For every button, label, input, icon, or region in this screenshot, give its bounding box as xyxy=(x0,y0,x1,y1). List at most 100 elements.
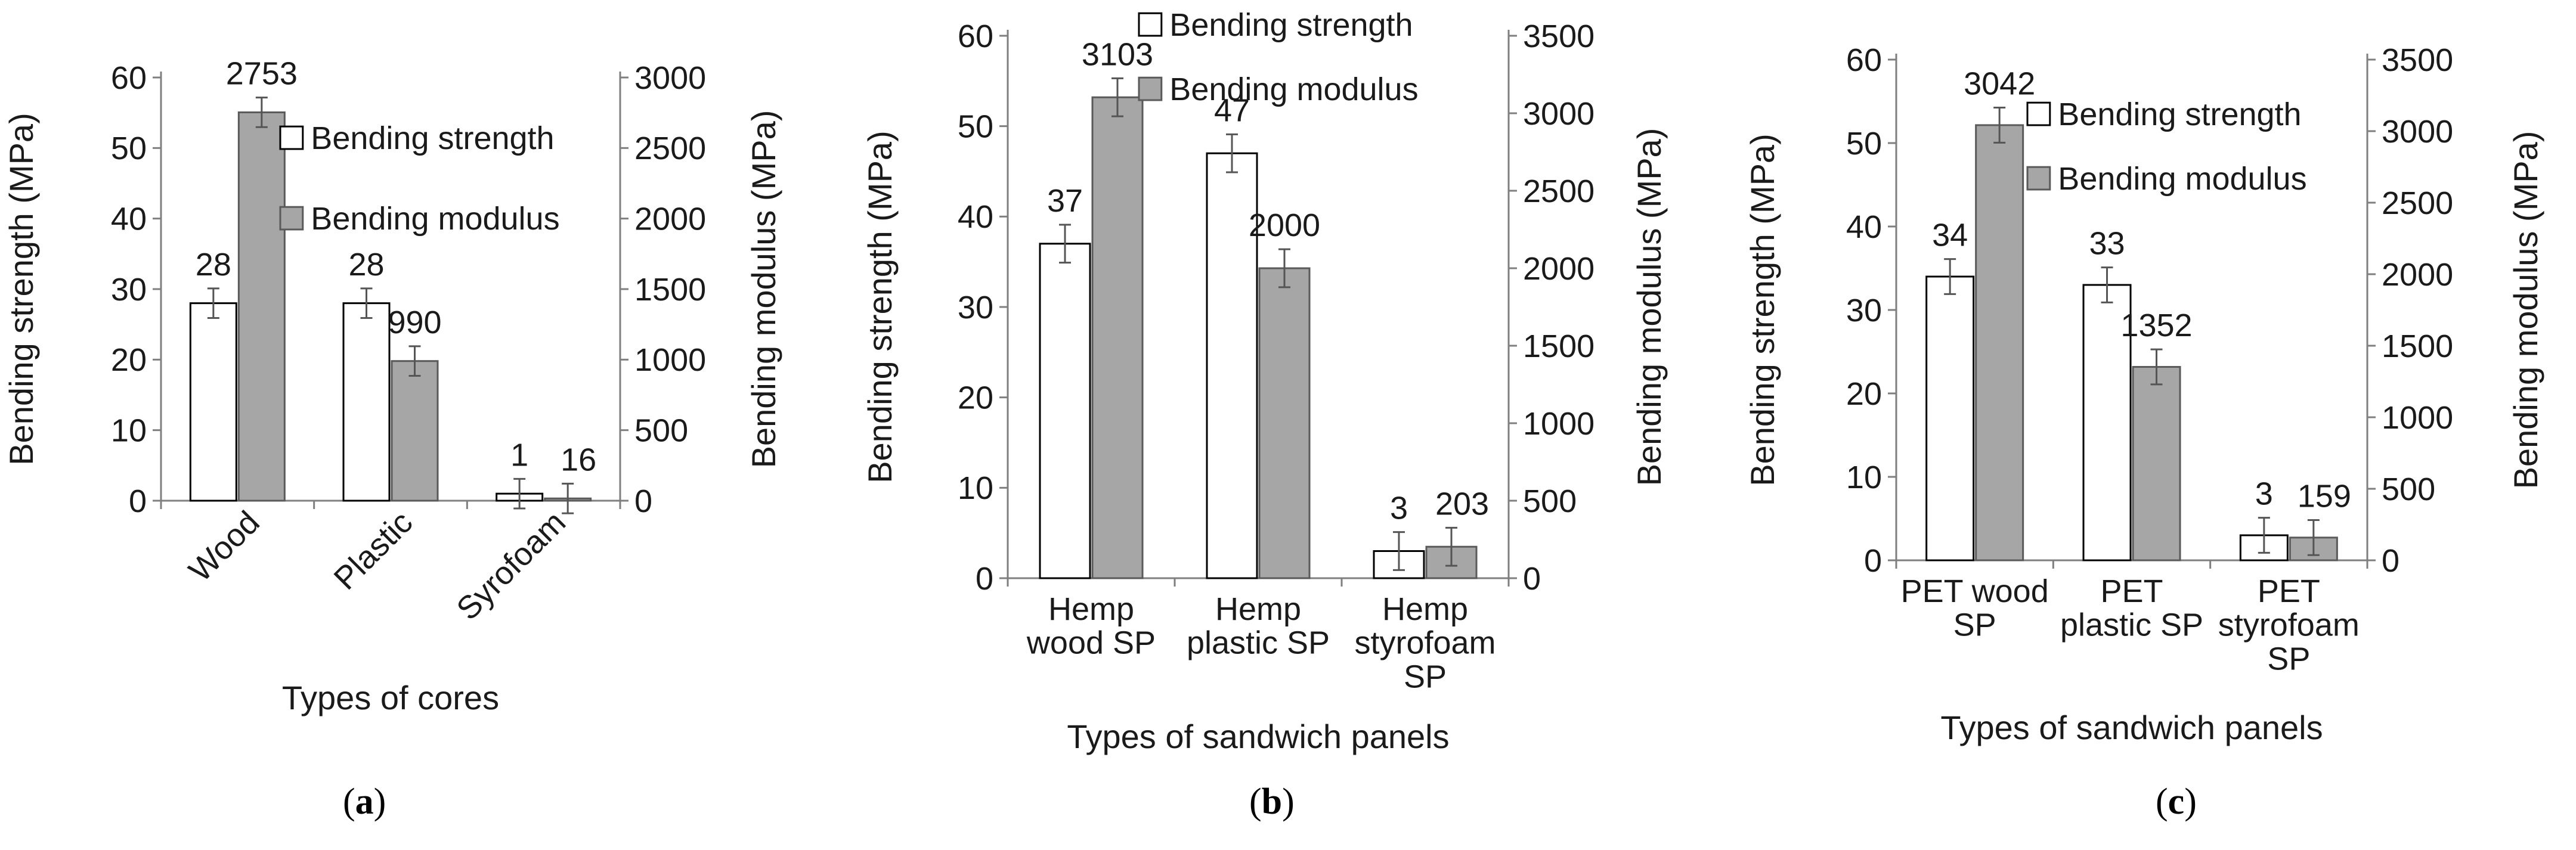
panel-label-a: (a) xyxy=(343,781,386,822)
left-tick-label: 60 xyxy=(958,18,993,54)
panel-label-c: (c) xyxy=(2156,781,2197,822)
left-tick-label: 40 xyxy=(958,199,993,235)
x-axis-title: Types of cores xyxy=(282,679,499,716)
bending-strength-value-label: 33 xyxy=(2089,226,2125,262)
bending-modulus-value-label: 2000 xyxy=(1249,207,1320,243)
right-tick-label: 1000 xyxy=(2382,400,2453,436)
right-tick-label: 2000 xyxy=(2382,257,2453,293)
right-tick-label: 3500 xyxy=(1523,18,1594,54)
right-tick-label: 500 xyxy=(2382,471,2435,507)
left-tick-label: 0 xyxy=(129,483,147,519)
category-label: plastic SP xyxy=(1187,625,1330,661)
bending-modulus-bar xyxy=(1091,96,1144,579)
legend-label-modulus: Bending modulus xyxy=(1169,72,1418,107)
category-label: styrofoam xyxy=(1354,625,1496,661)
bending-modulus-value-label: 159 xyxy=(2298,478,2351,514)
right-tick-label: 3000 xyxy=(634,60,706,96)
right-tick-label: 3500 xyxy=(2382,42,2453,78)
bending-strength-value-label: 28 xyxy=(348,247,384,283)
bending-modulus-bar xyxy=(1975,124,2024,562)
category-label: SP xyxy=(2267,641,2310,677)
right-tick-label: 3000 xyxy=(2382,114,2453,150)
legend-label-modulus: Bending modulus xyxy=(311,201,559,237)
category-label: PET wood xyxy=(1901,573,2049,609)
left-tick-label: 20 xyxy=(111,342,147,378)
right-tick-label: 1500 xyxy=(1523,328,1594,364)
left-tick-label: 30 xyxy=(958,290,993,325)
bending-strength-bar xyxy=(1925,275,1975,562)
right-tick-label: 2000 xyxy=(1523,251,1594,287)
right-tick-label: 1500 xyxy=(2382,328,2453,364)
y-axis-title: Bending strength (MPa) xyxy=(861,131,899,483)
bending-strength-bar xyxy=(189,302,237,502)
right-tick-label: 0 xyxy=(634,483,652,519)
category-label: Hemp xyxy=(1048,591,1134,627)
category-label: Plastic xyxy=(327,504,420,597)
right-tick-label: 2500 xyxy=(634,131,706,166)
bending-strength-bar xyxy=(342,302,391,502)
right-tick-label: 1000 xyxy=(1523,406,1594,442)
legend-swatch-strength xyxy=(1138,12,1163,37)
bending-strength-bar xyxy=(1206,152,1258,579)
right-tick-label: 2500 xyxy=(1523,173,1594,209)
left-tick-label: 40 xyxy=(111,201,147,237)
y2-axis-title: Bending modulus (MPa) xyxy=(2507,131,2544,489)
category-label: PET xyxy=(2100,573,2163,609)
x-axis-title: Types of sandwich panels xyxy=(1940,709,2323,746)
bending-modulus-value-label: 3042 xyxy=(1964,66,2035,102)
left-tick-label: 0 xyxy=(1864,543,1882,579)
category-label: wood SP xyxy=(1026,625,1156,661)
legend-swatch-modulus xyxy=(279,206,304,231)
left-tick-label: 30 xyxy=(111,272,147,308)
left-tick-label: 50 xyxy=(111,131,147,166)
legend-label-strength: Bending strength xyxy=(1169,7,1413,43)
chart-panel-c: 0 10 20 30 40 50 60 0 500 1000 1500 2000 2500 3000 350… xyxy=(1744,42,2544,746)
category-label: Hemp xyxy=(1382,591,1468,627)
left-tick-label: 0 xyxy=(976,561,993,597)
chart-panel-b: 0 10 20 30 40 50 60 0 500 1000 1500 2000 2500 3000 350… xyxy=(861,7,1668,755)
right-tick-label: 1500 xyxy=(634,272,706,308)
category-label: Hemp xyxy=(1215,591,1301,627)
left-tick-label: 30 xyxy=(1846,293,1882,328)
bending-strength-value-label: 28 xyxy=(196,247,231,283)
left-tick-label: 60 xyxy=(1846,42,1882,78)
right-tick-label: 3000 xyxy=(1523,96,1594,132)
category-label: styrofoam xyxy=(2218,607,2360,643)
right-tick-label: 1000 xyxy=(634,342,706,378)
bending-strength-value-label: 37 xyxy=(1047,183,1083,219)
right-tick-label: 0 xyxy=(2382,543,2399,579)
bending-modulus-value-label: 203 xyxy=(1435,486,1489,522)
bending-modulus-value-label: 16 xyxy=(561,442,596,477)
bending-strength-bar xyxy=(2082,284,2132,562)
legend-swatch-strength xyxy=(2026,101,2051,126)
left-tick-label: 10 xyxy=(111,413,147,449)
bending-strength-value-label: 3 xyxy=(2255,476,2273,512)
bending-strength-value-label: 34 xyxy=(1932,218,1968,253)
chart-panel-a: 0 10 20 30 40 50 60 0 500 1000 1500 2000 2500 3000 Ben… xyxy=(2,56,782,716)
legend-label-modulus: Bending modulus xyxy=(2058,161,2306,197)
bending-strength-value-label: 1 xyxy=(510,437,528,473)
left-tick-label: 20 xyxy=(1846,376,1882,412)
right-tick-label: 0 xyxy=(1523,561,1541,597)
legend-swatch-modulus xyxy=(2026,166,2051,191)
left-tick-label: 60 xyxy=(111,60,147,96)
left-tick-label: 10 xyxy=(1846,460,1882,495)
right-tick-label: 2500 xyxy=(2382,185,2453,221)
right-tick-label: 2000 xyxy=(634,201,706,237)
legend-label-strength: Bending strength xyxy=(311,120,554,156)
bending-modulus-value-label: 1352 xyxy=(2120,308,2192,343)
bending-strength-bar xyxy=(1039,243,1091,579)
category-label: plastic SP xyxy=(2060,607,2203,643)
category-label: SP xyxy=(1404,659,1447,694)
bending-modulus-bar xyxy=(2132,366,2181,562)
legend-swatch-strength xyxy=(279,125,304,150)
left-tick-label: 40 xyxy=(1846,209,1882,245)
category-label: PET xyxy=(2258,573,2320,609)
category-label: SP xyxy=(1953,607,1996,643)
y-axis-title: Bending strength (MPa) xyxy=(2,113,40,465)
left-tick-label: 50 xyxy=(1846,126,1882,162)
bending-modulus-value-label: 990 xyxy=(388,305,441,340)
legend-swatch-modulus xyxy=(1138,76,1163,101)
category-label: Wood xyxy=(182,504,266,588)
right-tick-label: 500 xyxy=(634,413,688,449)
